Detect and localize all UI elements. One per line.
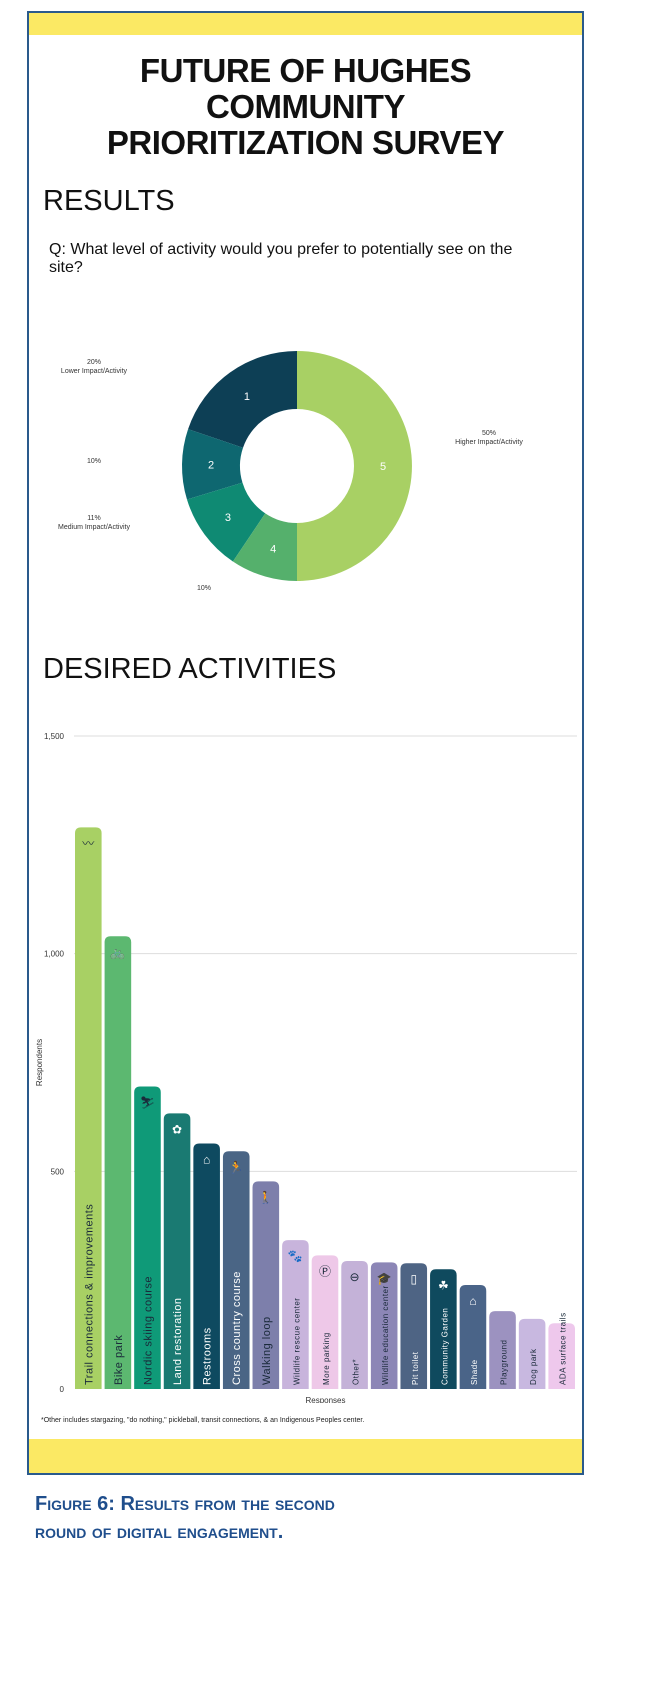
footnote: *Other includes stargazing, "do nothing,…	[41, 1417, 365, 1424]
survey-question: Q: What level of activity would you pref…	[49, 241, 513, 276]
y-tick-label: 1,000	[44, 950, 65, 959]
bar-15	[518, 1318, 546, 1389]
bar-category-label: Other*	[352, 1359, 361, 1385]
pct-label: 10%	[197, 585, 211, 592]
figure-caption: Figure 6: Results from the second round …	[35, 1490, 335, 1546]
caption-line: round of digital engagement.	[35, 1521, 284, 1543]
pct-label: 20%	[87, 359, 101, 366]
activities-heading: DESIRED ACTIVITIES	[43, 653, 337, 685]
bar-3	[163, 1113, 191, 1389]
graduation-cap-icon: 🎓	[377, 1271, 392, 1285]
bar-category-label: Pit toilet	[411, 1351, 420, 1385]
infographic-frame: FUTURE OF HUGHES COMMUNITY PRIORITIZATIO…	[27, 11, 584, 1475]
bar-category-label: Playground	[500, 1340, 509, 1385]
y-axis-label: Respondents	[35, 1039, 44, 1086]
bar-category-label: Wildlife education center	[381, 1285, 390, 1385]
garden-icon: ☘	[438, 1278, 449, 1292]
bar-chart: 0 500 1,000 1,500 Respondents Responses Trail …	[35, 732, 577, 1403]
parking-icon: Ⓟ	[319, 1264, 331, 1278]
bar-1	[104, 936, 132, 1389]
bar-6	[252, 1181, 280, 1389]
donut-slice-2	[182, 429, 244, 500]
bar-category-label: Dog park	[529, 1348, 538, 1385]
restoration-icon: ✿	[172, 1122, 182, 1136]
bar-category-label: Walking loop	[261, 1316, 273, 1385]
bar-category-label: Land restoration	[172, 1298, 184, 1386]
bar-4	[193, 1143, 220, 1389]
y-tick-label: 0	[60, 1385, 65, 1394]
bar-8	[311, 1255, 339, 1389]
bar-10	[370, 1262, 398, 1389]
caption-line: Figure 6: Results from the second	[35, 1493, 335, 1515]
bar-16	[548, 1323, 575, 1389]
donut-slice-3	[186, 482, 266, 562]
donut-slice-5	[297, 351, 412, 581]
page-title: FUTURE OF HUGHES COMMUNITY PRIORITIZATIO…	[29, 53, 582, 161]
bar-7	[282, 1240, 309, 1389]
title-line: PRIORITIZATION SURVEY	[106, 124, 505, 161]
y-tick-label: 1,500	[44, 732, 65, 741]
bar-category-label: Nordic skiing course	[142, 1276, 154, 1385]
bar-9	[341, 1261, 368, 1389]
title-line: FUTURE OF HUGHES	[139, 52, 472, 89]
toilet-icon: ▯	[410, 1272, 417, 1286]
impact-label: Medium Impact/Activity	[58, 524, 130, 531]
pct-label: 50%	[482, 430, 496, 437]
paw-icon: 🐾	[288, 1249, 303, 1263]
bottom-band	[29, 1439, 582, 1473]
bar-14	[489, 1311, 516, 1389]
bar-5	[222, 1151, 250, 1389]
bar-category-label: Restrooms	[202, 1327, 214, 1385]
skier-icon: ⛷	[140, 1095, 155, 1109]
runner-icon: 🏃	[229, 1160, 244, 1174]
donut-slice-4	[232, 513, 301, 581]
bar-2	[134, 1086, 161, 1389]
results-heading: RESULTS	[43, 185, 175, 217]
bar-category-label: Cross country course	[231, 1271, 243, 1385]
x-axis-label: Responses	[305, 1396, 345, 1403]
donut-chart: 1 2 3 4 5 20% Lower Impact/Activity 10% 11% Mediu…	[58, 351, 523, 592]
impact-label: Higher Impact/Activity	[455, 439, 523, 446]
walker-icon: 🚶	[258, 1190, 273, 1204]
bar-11	[400, 1263, 428, 1389]
bar-category-label: Community Garden	[440, 1308, 449, 1385]
bicycle-icon: 🚲	[110, 945, 125, 959]
shade-icon: ⌂	[469, 1294, 476, 1308]
slice-number-label: 5	[380, 461, 386, 473]
ellipsis-icon: ⊖	[350, 1270, 360, 1284]
y-tick-label: 500	[51, 1167, 65, 1176]
bar-13	[459, 1284, 487, 1389]
impact-label: Lower Impact/Activity	[61, 368, 128, 375]
slice-number-label: 1	[244, 391, 250, 403]
slice-number-label: 2	[208, 460, 214, 472]
bar-0	[75, 827, 102, 1389]
title-line: COMMUNITY	[206, 88, 405, 125]
top-band	[29, 13, 582, 35]
bar-category-label: ADA surface trails	[559, 1312, 568, 1385]
pct-label: 11%	[87, 515, 101, 522]
bar-category-label: Bike park	[113, 1335, 125, 1385]
bar-category-label: Trail connections & improvements	[83, 1204, 95, 1385]
bar-category-label: Shade	[470, 1359, 479, 1385]
slice-number-label: 3	[225, 512, 231, 524]
bar-category-label: Wildlife rescue center	[292, 1298, 301, 1385]
bar-category-label: More parking	[322, 1332, 331, 1385]
donut-slice-1	[188, 351, 297, 448]
trail-icon: 〰	[82, 836, 94, 850]
bar-12	[430, 1269, 457, 1389]
pct-label: 10%	[87, 458, 101, 465]
restroom-icon: ⌂	[203, 1152, 210, 1166]
slice-number-label: 4	[270, 544, 276, 556]
